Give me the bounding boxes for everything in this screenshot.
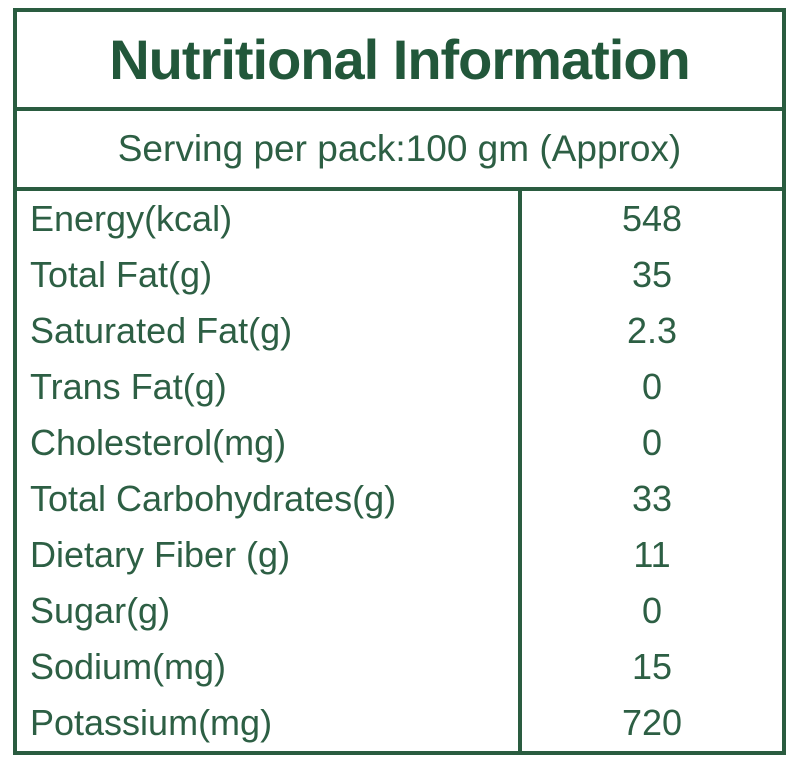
nutrient-value: 548 (621, 198, 683, 239)
nutrient-labels-column: Energy(kcal) Total Fat(g) Saturated Fat(g)… (17, 191, 518, 751)
nutrient-label: Dietary Fiber (g) (30, 534, 291, 575)
nutrient-value: 0 (641, 366, 663, 407)
nutrient-label: Potassium(mg) (30, 702, 273, 743)
serving-section: Serving per pack:100 gm (Approx) (17, 111, 782, 191)
nutrient-value: 720 (621, 702, 683, 743)
nutrient-label: Sodium(mg) (30, 646, 227, 687)
column-divider (518, 191, 522, 751)
nutrient-value: 11 (633, 534, 671, 575)
nutrient-value: 15 (631, 646, 673, 687)
nutrient-value: 33 (631, 478, 673, 519)
nutrient-value: 35 (631, 254, 673, 295)
page-title: Nutritional Information (109, 28, 691, 91)
title-section: Nutritional Information (17, 12, 782, 111)
nutrient-label: Total Fat(g) (30, 254, 213, 295)
nutrient-values-column: 548 35 2.3 0 0 33 11 0 15 720 (522, 191, 782, 751)
nutrient-value: 0 (641, 590, 663, 631)
nutrient-label: Trans Fat(g) (30, 366, 227, 407)
nutrition-label-panel: Nutritional Information Serving per pack… (13, 8, 786, 755)
nutrient-table: Energy(kcal) Total Fat(g) Saturated Fat(g)… (17, 191, 782, 751)
nutrient-label: Saturated Fat(g) (30, 310, 293, 351)
serving-line: Serving per pack:100 gm (Approx) (117, 128, 682, 169)
nutrient-label: Cholesterol(mg) (30, 422, 287, 463)
nutrient-value: 2.3 (626, 310, 678, 351)
nutrient-value: 0 (641, 422, 663, 463)
nutrient-label: Total Carbohydrates(g) (30, 478, 397, 519)
nutrient-label: Energy(kcal) (30, 198, 233, 239)
nutrient-label: Sugar(g) (30, 590, 171, 631)
